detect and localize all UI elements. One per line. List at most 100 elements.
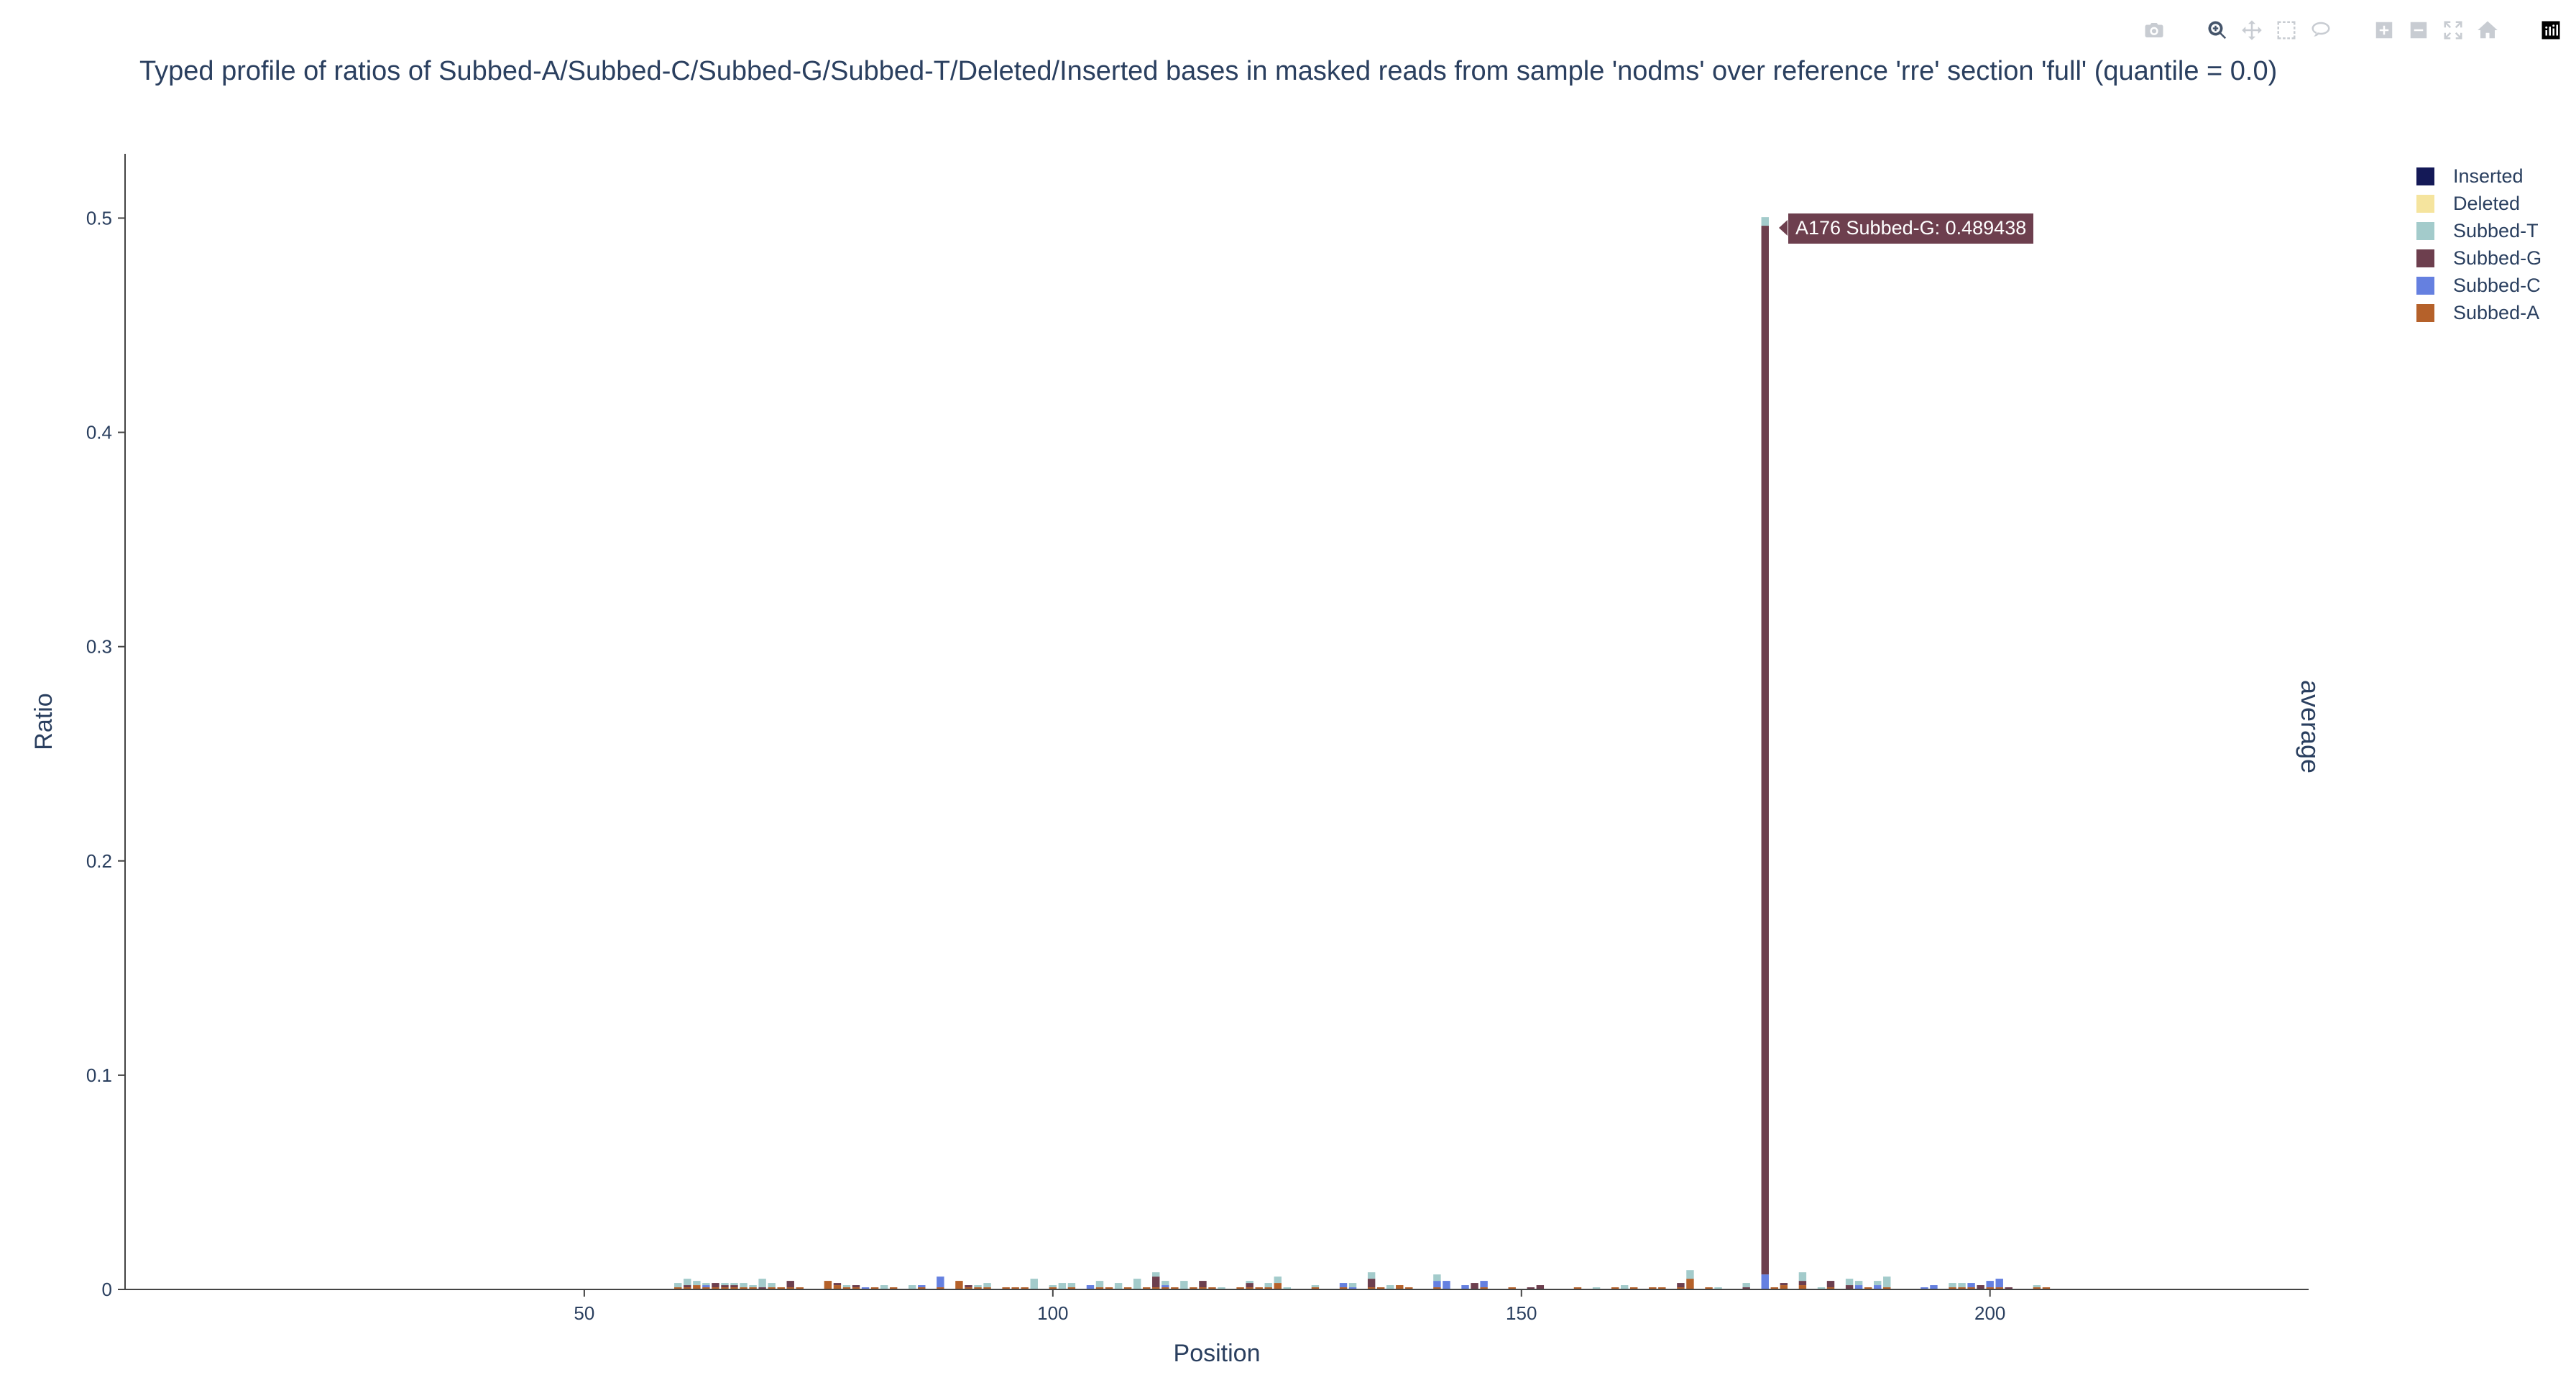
bar-subbed-t-171[interactable]: [1714, 1287, 1722, 1289]
bar-subbed-t-123[interactable]: [1264, 1283, 1272, 1288]
bar-subbed-c-104[interactable]: [1086, 1285, 1095, 1289]
bar-subbed-g-176[interactable]: [1761, 226, 1769, 1275]
camera-icon[interactable]: [2139, 16, 2169, 45]
bar-subbed-a-78[interactable]: [842, 1287, 851, 1289]
bar-subbed-a-83[interactable]: [889, 1287, 898, 1289]
bar-subbed-t-197[interactable]: [1958, 1283, 1966, 1288]
bar-subbed-a-72[interactable]: [786, 1287, 794, 1289]
bar-subbed-a-138[interactable]: [1405, 1287, 1413, 1289]
bar-subbed-a-76[interactable]: [824, 1281, 832, 1289]
bar-subbed-t-100[interactable]: [1049, 1285, 1057, 1288]
bar-subbed-a-197[interactable]: [1958, 1287, 1966, 1289]
bar-subbed-a-189[interactable]: [1883, 1287, 1891, 1289]
bar-subbed-a-198[interactable]: [1967, 1287, 1975, 1289]
bar-subbed-g-178[interactable]: [1780, 1283, 1788, 1286]
lasso-select-icon[interactable]: [2306, 16, 2336, 45]
bar-subbed-a-200[interactable]: [1986, 1287, 1994, 1289]
bar-subbed-t-105[interactable]: [1095, 1281, 1104, 1288]
bar-subbed-a-123[interactable]: [1264, 1287, 1272, 1289]
bar-subbed-t-180[interactable]: [1798, 1272, 1807, 1282]
bar-subbed-g-134[interactable]: [1367, 1279, 1376, 1288]
bar-subbed-a-62[interactable]: [693, 1285, 701, 1289]
bar-subbed-t-68[interactable]: [749, 1285, 757, 1288]
bar-subbed-t-118[interactable]: [1218, 1287, 1225, 1289]
bar-subbed-a-146[interactable]: [1480, 1287, 1488, 1289]
legend-item-subbed-t[interactable]: Subbed-T: [2416, 217, 2542, 244]
bar-subbed-g-77[interactable]: [833, 1283, 842, 1286]
bar-subbed-a-91[interactable]: [965, 1287, 972, 1289]
bar-subbed-t-78[interactable]: [842, 1285, 851, 1288]
bar-subbed-t-65[interactable]: [721, 1283, 729, 1286]
bar-subbed-t-67[interactable]: [740, 1283, 748, 1288]
bar-subbed-a-135[interactable]: [1376, 1287, 1385, 1289]
bar-subbed-a-79[interactable]: [852, 1287, 860, 1289]
bar-subbed-a-124[interactable]: [1274, 1283, 1282, 1289]
bar-subbed-a-68[interactable]: [749, 1287, 757, 1289]
bar-subbed-c-144[interactable]: [1461, 1285, 1469, 1289]
bar-subbed-t-124[interactable]: [1274, 1276, 1282, 1284]
bar-subbed-g-199[interactable]: [1977, 1285, 1984, 1289]
bar-subbed-a-183[interactable]: [1826, 1287, 1835, 1289]
bar-subbed-a-92[interactable]: [974, 1287, 982, 1289]
bar-subbed-t-61[interactable]: [684, 1279, 691, 1286]
bar-subbed-t-66[interactable]: [730, 1283, 738, 1286]
bar-subbed-t-182[interactable]: [1817, 1287, 1826, 1289]
bar-subbed-t-62[interactable]: [693, 1281, 701, 1286]
bar-subbed-a-61[interactable]: [684, 1287, 691, 1289]
bar-subbed-a-96[interactable]: [1011, 1287, 1019, 1289]
autoscale-icon[interactable]: [2438, 16, 2468, 45]
bar-subbed-g-61[interactable]: [684, 1285, 691, 1288]
bar-subbed-a-93[interactable]: [983, 1287, 991, 1289]
bar-subbed-t-69[interactable]: [758, 1279, 766, 1288]
bar-subbed-t-168[interactable]: [1686, 1270, 1694, 1279]
bar-subbed-a-121[interactable]: [1246, 1287, 1254, 1289]
bar-subbed-a-113[interactable]: [1171, 1287, 1179, 1289]
bar-subbed-a-156[interactable]: [1573, 1287, 1582, 1289]
bar-subbed-a-81[interactable]: [870, 1287, 879, 1289]
bar-subbed-t-158[interactable]: [1592, 1287, 1601, 1289]
bar-subbed-t-114[interactable]: [1180, 1281, 1188, 1289]
bar-subbed-g-111[interactable]: [1152, 1276, 1160, 1288]
bar-subbed-g-116[interactable]: [1199, 1281, 1207, 1288]
bar-subbed-a-149[interactable]: [1508, 1287, 1516, 1289]
bar-subbed-g-183[interactable]: [1826, 1281, 1835, 1288]
bar-subbed-a-95[interactable]: [1002, 1287, 1010, 1289]
bar-subbed-g-91[interactable]: [965, 1285, 972, 1288]
bar-subbed-a-77[interactable]: [833, 1285, 842, 1289]
bar-subbed-a-65[interactable]: [721, 1287, 729, 1289]
bar-subbed-t-174[interactable]: [1742, 1283, 1750, 1288]
bar-subbed-a-102[interactable]: [1067, 1287, 1076, 1289]
bar-subbed-t-112[interactable]: [1162, 1281, 1169, 1286]
bar-subbed-a-100[interactable]: [1049, 1287, 1057, 1289]
bar-subbed-t-121[interactable]: [1246, 1281, 1254, 1284]
bar-subbed-t-60[interactable]: [674, 1283, 682, 1288]
bar-subbed-g-167[interactable]: [1677, 1283, 1685, 1288]
bar-subbed-a-201[interactable]: [1995, 1287, 2003, 1289]
bar-subbed-t-136[interactable]: [1386, 1285, 1394, 1289]
bar-subbed-a-187[interactable]: [1864, 1287, 1872, 1289]
bar-subbed-a-60[interactable]: [674, 1287, 682, 1289]
bar-subbed-a-90[interactable]: [955, 1281, 963, 1289]
bar-subbed-a-137[interactable]: [1396, 1285, 1404, 1289]
bar-subbed-t-176[interactable]: [1761, 217, 1769, 226]
bar-subbed-g-145[interactable]: [1471, 1283, 1478, 1289]
bar-subbed-t-125[interactable]: [1283, 1287, 1291, 1289]
bar-subbed-c-86[interactable]: [918, 1285, 926, 1288]
legend-item-subbed-g[interactable]: Subbed-G: [2416, 244, 2542, 272]
bar-subbed-a-128[interactable]: [1311, 1287, 1320, 1289]
zoom-in-icon[interactable]: [2369, 16, 2399, 45]
bar-subbed-c-146[interactable]: [1480, 1281, 1488, 1288]
bar-subbed-a-122[interactable]: [1255, 1287, 1263, 1289]
bar-subbed-t-111[interactable]: [1152, 1272, 1160, 1277]
bar-subbed-g-202[interactable]: [2005, 1287, 2012, 1289]
bar-subbed-a-168[interactable]: [1686, 1279, 1694, 1289]
bar-subbed-a-141[interactable]: [1433, 1287, 1441, 1289]
bar-subbed-a-73[interactable]: [796, 1287, 804, 1289]
box-select-icon[interactable]: [2271, 16, 2301, 45]
bar-subbed-g-152[interactable]: [1536, 1285, 1545, 1289]
bar-subbed-a-164[interactable]: [1649, 1287, 1657, 1289]
bar-subbed-c-142[interactable]: [1443, 1281, 1450, 1289]
bar-subbed-g-121[interactable]: [1246, 1283, 1254, 1288]
bar-subbed-c-88[interactable]: [937, 1276, 944, 1288]
